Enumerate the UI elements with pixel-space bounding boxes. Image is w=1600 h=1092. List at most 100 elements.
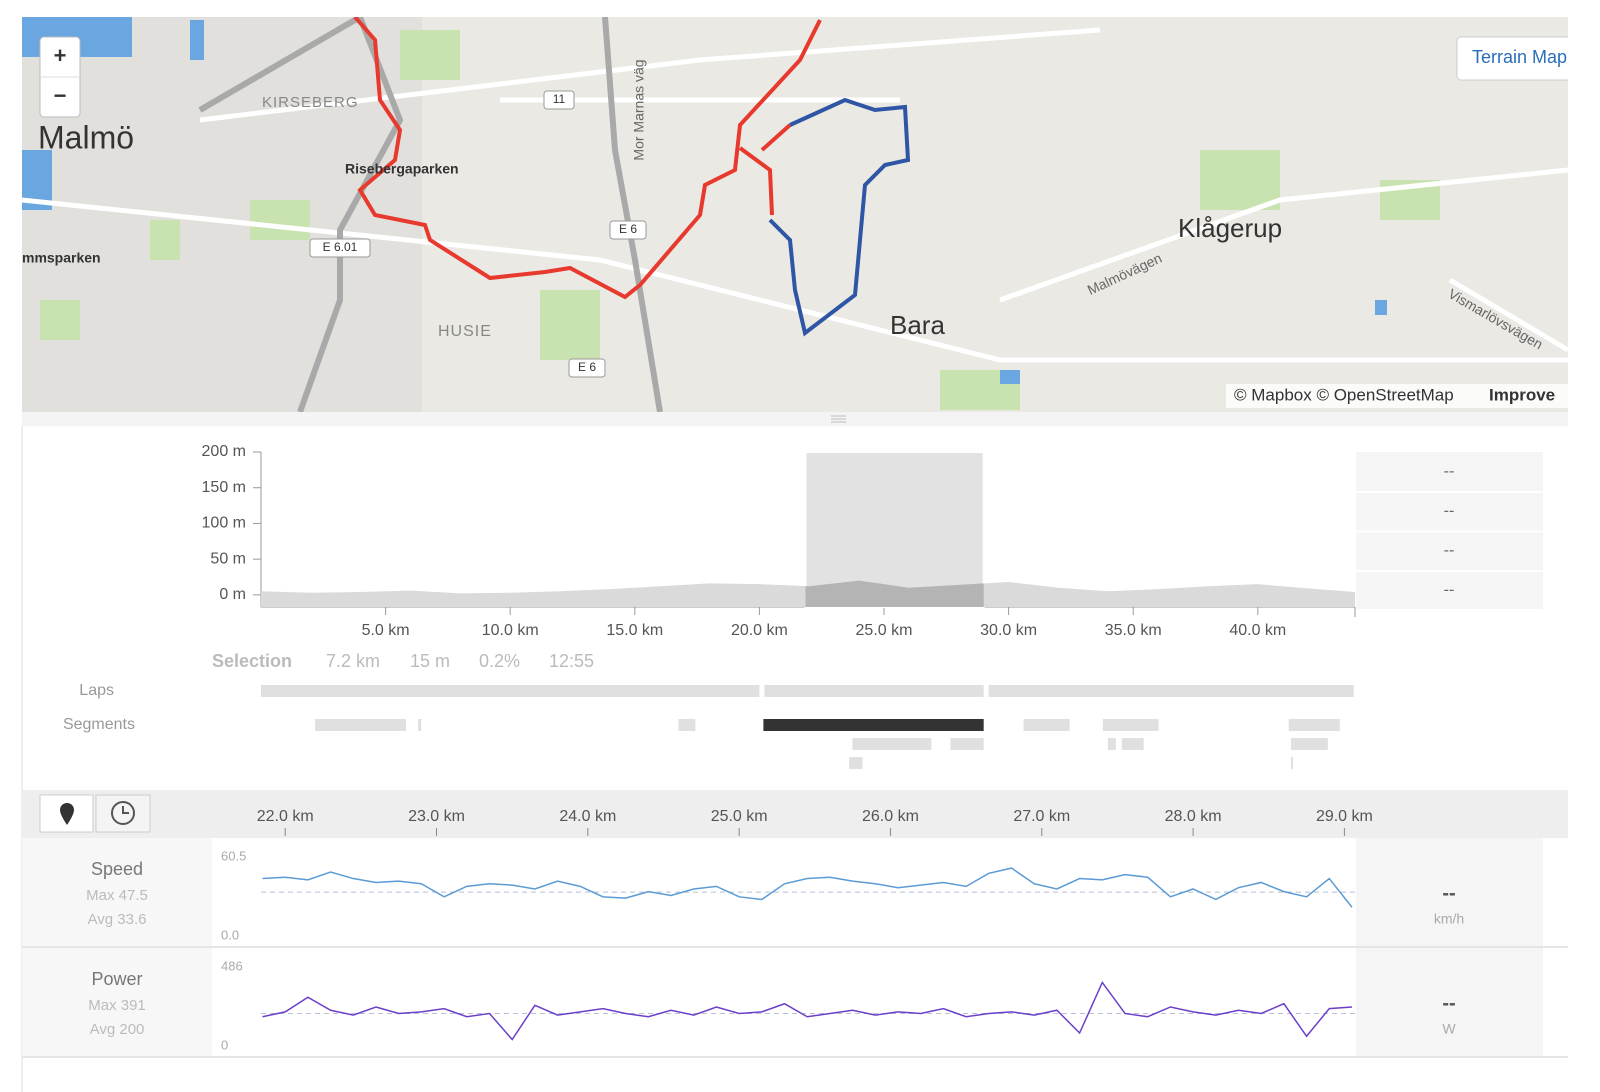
lap-bar <box>764 685 984 697</box>
stream-line <box>262 867 1353 908</box>
x-tick-label: 22.0 km <box>257 808 314 825</box>
stream-side-panel <box>1356 948 1543 1056</box>
parks <box>40 30 1440 410</box>
x-tick-label: 25.0 km <box>711 808 768 825</box>
place-label: Risebergaparken <box>345 161 459 177</box>
route-line <box>760 123 792 152</box>
segment-bar <box>1288 719 1340 731</box>
segment-bar <box>417 719 422 731</box>
segment-bar <box>315 719 407 731</box>
segment-bar <box>852 738 932 750</box>
clock-icon <box>111 801 135 825</box>
side-value: -- <box>1444 463 1455 480</box>
y-tick-label: 0.0 <box>221 927 239 942</box>
stream-unit: km/h <box>1434 911 1464 927</box>
improve-link[interactable]: Improve <box>1489 385 1555 404</box>
x-tick-label: 24.0 km <box>559 808 616 825</box>
x-tick-label: 20.0 km <box>731 622 788 639</box>
segment-bar <box>950 738 984 750</box>
side-value: -- <box>1444 542 1455 559</box>
stream-current: -- <box>1442 992 1455 1014</box>
x-tick-label: 40.0 km <box>1229 622 1286 639</box>
y-tick-label: 0 m <box>219 586 246 603</box>
stream-name: Speed <box>91 859 143 879</box>
clock-hands <box>122 806 129 814</box>
segment-bar <box>1290 757 1293 769</box>
map[interactable]: + − Terrain Map Malmö KIRSEBERG Riseberg… <box>22 17 1597 412</box>
stream-unit: W <box>1442 1021 1456 1037</box>
segment-bar <box>1107 738 1116 750</box>
stream-max: Max 391 <box>88 997 146 1014</box>
x-tick-label: 28.0 km <box>1165 808 1222 825</box>
attribution: © Mapbox © OpenStreetMap <box>1234 385 1454 404</box>
terrain-button-box[interactable] <box>1456 36 1597 81</box>
lap-bar <box>261 685 760 697</box>
segments-label: Segments <box>63 716 135 733</box>
x-tick-label: 29.0 km <box>1316 808 1373 825</box>
stream-label-panel <box>22 838 212 946</box>
road-label: E 6 <box>578 360 596 374</box>
x-tick-label: 26.0 km <box>862 808 919 825</box>
y-tick-label: 60.5 <box>221 848 246 863</box>
selection-grade: 0.2% <box>479 651 520 671</box>
x-tick-label: 25.0 km <box>856 622 913 639</box>
place-label: KIRSEBERG <box>262 94 359 111</box>
x-tick-label: 35.0 km <box>1105 622 1162 639</box>
y-tick-label: 486 <box>221 958 243 973</box>
road-label: E 6.01 <box>323 240 358 254</box>
attribution-box <box>1226 384 1568 408</box>
y-tick-label: 200 m <box>202 443 246 460</box>
road-label: E 6 <box>619 222 637 236</box>
y-tick-label: 150 m <box>202 479 246 496</box>
road-shield <box>309 238 371 258</box>
stream-line <box>262 980 1353 1041</box>
x-tick-label: 10.0 km <box>482 622 539 639</box>
x-tick-label: 15.0 km <box>606 622 663 639</box>
selected-route-line <box>768 97 911 337</box>
road-shield <box>568 358 606 378</box>
stream-avg: Avg 33.6 <box>88 911 147 928</box>
segment-bar <box>763 719 984 731</box>
resize-bar[interactable] <box>22 412 1568 426</box>
road-label: 11 <box>553 92 566 106</box>
x-tick-label: 27.0 km <box>1013 808 1070 825</box>
x-tick-label: 23.0 km <box>408 808 465 825</box>
zoom-out[interactable]: − <box>54 83 67 108</box>
selection-time: 12:55 <box>549 651 594 671</box>
x-tick-label: 30.0 km <box>980 622 1037 639</box>
stream-avg: Avg 200 <box>90 1021 145 1038</box>
place-label: Klågerup <box>1178 213 1282 243</box>
side-value: -- <box>1444 582 1455 599</box>
motorways <box>198 17 663 412</box>
road-shield <box>609 220 647 240</box>
selection-label: Selection <box>212 651 292 671</box>
zoom-in[interactable]: + <box>54 43 67 68</box>
detail-axis-bar <box>22 790 1568 838</box>
urban-area <box>22 17 422 412</box>
pin-icon <box>60 803 74 825</box>
laps-label: Laps <box>79 682 114 699</box>
elevation-area-selected <box>805 580 984 607</box>
selection-distance: 7.2 km <box>326 651 380 671</box>
stream-max: Max 47.5 <box>86 887 148 904</box>
selection-elevation: 15 m <box>410 651 450 671</box>
side-value: -- <box>1444 503 1455 520</box>
stream-side-panel <box>1356 838 1543 946</box>
segment-bar <box>1121 738 1144 750</box>
y-tick-label: 100 m <box>202 515 246 532</box>
lap-bar <box>988 685 1354 697</box>
place-label: Bara <box>890 310 945 340</box>
stream-label-panel <box>22 948 212 1056</box>
place-label: mmsparken <box>22 250 101 266</box>
terrain-button[interactable]: Terrain Map <box>1472 47 1567 67</box>
segment-bar <box>678 719 696 731</box>
y-tick-label: 50 m <box>210 550 246 567</box>
segment-bar <box>1023 719 1070 731</box>
route-line <box>353 17 822 300</box>
place-label: Malmö <box>38 119 134 155</box>
road-shield <box>543 90 575 110</box>
resize-handle <box>831 415 846 423</box>
stream-name: Power <box>91 969 142 989</box>
segment-bar <box>1290 738 1328 750</box>
